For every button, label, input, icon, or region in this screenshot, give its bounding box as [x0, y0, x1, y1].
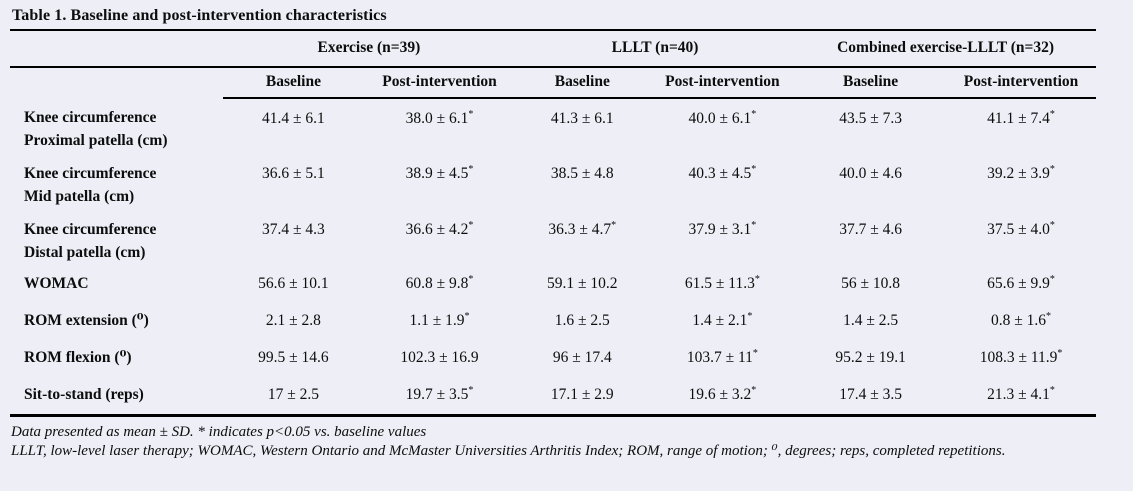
value-cell: 1.1 ± 1.9* — [409, 310, 470, 329]
table-row: Knee circumference Distal patella (cm) 37.… — [10, 210, 1096, 266]
column-header-baseline-2: Baseline — [514, 67, 650, 99]
row-label: Knee circumference Distal patella (cm) — [24, 221, 157, 261]
group-header-row: Exercise (n=39) LLLT (n=40) Combined exe… — [10, 31, 1096, 68]
value-cell: 37.9 ± 3.1* — [688, 219, 757, 238]
table-row: ROM flexion (⁰) 99.5 ± 14.6 102.3 ± 16.9 96… — [10, 340, 1096, 377]
row-label: Knee circumference Proximal patella (cm) — [24, 109, 168, 149]
value-cell: 0.8 ± 1.6* — [991, 310, 1052, 329]
value-cell: 95.2 ± 19.1 — [835, 349, 906, 366]
column-header-post-1: Post-intervention — [364, 67, 515, 99]
value-cell: 40.0 ± 6.1* — [688, 108, 757, 127]
table-row: Knee circumference Proximal patella (cm) 4… — [10, 98, 1096, 154]
value-cell: 41.4 ± 6.1 — [262, 110, 325, 127]
row-label: Knee circumference Mid patella (cm) — [24, 165, 157, 205]
value-cell: 17.4 ± 3.5 — [839, 386, 902, 403]
value-cell: 43.5 ± 7.3 — [839, 110, 902, 127]
table-row: Sit-to-stand (reps) 17 ± 2.5 19.7 ± 3.5* 17… — [10, 377, 1096, 416]
value-cell: 19.6 ± 3.2* — [688, 384, 757, 403]
characteristics-table: Exercise (n=39) LLLT (n=40) Combined exe… — [10, 31, 1096, 417]
value-cell: 96 ± 17.4 — [552, 349, 612, 366]
value-cell: 60.8 ± 9.8* — [405, 273, 474, 292]
value-cell: 19.7 ± 3.5* — [405, 384, 474, 403]
column-header-baseline-3: Baseline — [795, 67, 947, 99]
row-label: WOMAC — [24, 275, 89, 292]
group-header-combined: Combined exercise-LLLT (n=32) — [795, 31, 1096, 68]
value-cell: 61.5 ± 11.3* — [684, 273, 760, 292]
value-cell: 59.1 ± 10.2 — [547, 275, 618, 292]
value-cell: 17.1 ± 2.9 — [550, 386, 614, 403]
subheader-spacer — [10, 67, 223, 98]
table-title: Table 1. Baseline and post-intervention … — [10, 5, 1096, 31]
value-cell: 39.2 ± 3.9* — [987, 163, 1055, 182]
value-cell: 2.1 ± 2.8 — [265, 312, 321, 329]
value-cell: 40.0 ± 4.6 — [839, 165, 902, 182]
value-cell: 36.6 ± 5.1 — [262, 165, 325, 182]
value-cell: 41.3 ± 6.1 — [550, 110, 614, 127]
value-cell: 38.9 ± 4.5* — [405, 163, 474, 182]
paper-table-page: Table 1. Baseline and post-intervention … — [10, 5, 1096, 460]
row-label: Sit-to-stand (reps) — [24, 386, 144, 403]
value-cell: 36.6 ± 4.2* — [405, 219, 474, 238]
value-cell: 102.3 ± 16.9 — [400, 349, 479, 366]
value-cell: 38.0 ± 6.1* — [405, 108, 474, 127]
value-cell: 37.5 ± 4.0* — [987, 219, 1055, 238]
value-cell: 56.6 ± 10.1 — [258, 275, 329, 292]
value-cell: 1.6 ± 2.5 — [554, 312, 610, 329]
table-row: ROM extension (⁰) 2.1 ± 2.8 1.1 ± 1.9* 1.6 … — [10, 303, 1096, 340]
value-cell: 103.7 ± 11* — [686, 347, 758, 366]
value-cell: 41.1 ± 7.4* — [987, 108, 1055, 127]
row-label: ROM flexion (⁰) — [24, 349, 132, 366]
footnote-abbreviations: LLLT, low-level laser therapy; WOMAC, We… — [11, 442, 1006, 459]
group-header-exercise: Exercise (n=39) — [222, 31, 515, 68]
value-cell: 40.3 ± 4.5* — [688, 163, 757, 182]
table-row: Knee circumference Mid patella (cm) 36.6 ±… — [10, 154, 1096, 210]
row-label: ROM extension (⁰) — [24, 312, 149, 329]
subheader-row: Baseline Post-intervention Baseline Post… — [10, 67, 1096, 99]
value-cell: 38.5 ± 4.8 — [550, 165, 614, 182]
footnote-stats: Data presented as mean ± SD. * indicates… — [11, 424, 427, 440]
column-header-post-2: Post-intervention — [649, 67, 796, 99]
group-header-lllt: LLLT (n=40) — [514, 31, 796, 68]
table-row: WOMAC 56.6 ± 10.1 60.8 ± 9.8* 59.1 ± 10.2 61… — [10, 266, 1096, 303]
value-cell: 36.3 ± 4.7* — [548, 219, 617, 238]
footnotes: Data presented as mean ± SD. * indicates… — [10, 423, 1096, 460]
column-header-post-3: Post-intervention — [946, 67, 1096, 99]
value-cell: 37.7 ± 4.6 — [839, 221, 902, 238]
value-cell: 108.3 ± 11.9* — [979, 347, 1063, 366]
value-cell: 1.4 ± 2.1* — [692, 310, 753, 329]
value-cell: 21.3 ± 4.1* — [987, 384, 1055, 403]
value-cell: 99.5 ± 14.6 — [258, 349, 329, 366]
value-cell: 1.4 ± 2.5 — [843, 312, 899, 329]
group-header-spacer — [10, 31, 223, 68]
value-cell: 65.6 ± 9.9* — [987, 273, 1055, 292]
value-cell: 56 ± 10.8 — [841, 275, 901, 292]
table-body: Knee circumference Proximal patella (cm) 4… — [10, 98, 1096, 416]
value-cell: 37.4 ± 4.3 — [262, 221, 325, 238]
column-header-baseline-1: Baseline — [222, 67, 365, 99]
value-cell: 17 ± 2.5 — [267, 386, 319, 403]
